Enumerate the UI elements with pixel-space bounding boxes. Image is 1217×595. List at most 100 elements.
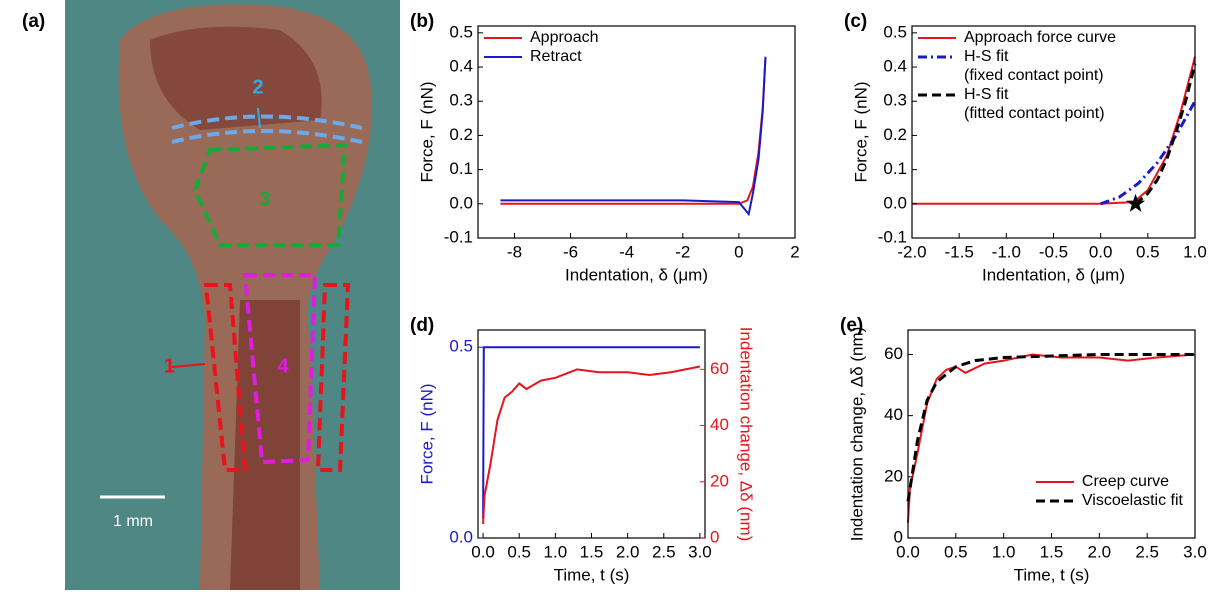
y-tick-label: 0.5: [883, 22, 907, 41]
legend-swatch: [1035, 481, 1074, 483]
x-tick-label: 1.5: [580, 542, 604, 561]
legend-entry: Viscoelastic fit: [1034, 491, 1183, 510]
x-tick-label: -8: [507, 242, 522, 261]
panel-label: (e): [840, 315, 863, 336]
legend-swatch: [918, 55, 956, 59]
y-tick-label: 0.4: [449, 57, 473, 76]
panel-label: (b): [410, 11, 434, 32]
region-2: [171, 114, 363, 144]
region-1: [203, 283, 351, 472]
region-label: 3: [259, 188, 270, 210]
bone-head: [150, 26, 322, 131]
x-tick-label: 3.0: [1183, 542, 1207, 561]
y-tick-label: 0.1: [449, 159, 473, 178]
y2-tick-label: 40: [710, 415, 729, 434]
x-tick-label: 2: [790, 242, 799, 261]
y-tick-label: 0.5: [449, 337, 473, 356]
x-tick-label: 2.0: [1088, 542, 1112, 561]
legend-swatch: [484, 37, 522, 39]
legend-entry: Approach force curve: [916, 28, 1116, 47]
legend-entry: Approach: [482, 28, 599, 47]
y-tick-label: 40: [884, 405, 903, 424]
x-axis-label: Time, t (s): [1014, 565, 1090, 584]
y-axis-label: Force, F (nN): [851, 81, 870, 182]
legend: Approach Retract: [482, 28, 599, 66]
y-tick-label: 0.0: [883, 193, 907, 212]
y-axis-label: Indentation change, Δδ (nm): [847, 327, 866, 542]
legend-swatch: [918, 93, 956, 97]
x-tick-label: -6: [563, 242, 578, 261]
legend-label: Creep curve: [1081, 473, 1170, 490]
legend-label: H-S fit (fitted contact point): [964, 86, 1105, 122]
y-axis-label: Force, F (nN): [417, 81, 436, 182]
y2-axis-label: Indentation change, Δδ (nm): [737, 327, 756, 542]
legend-entry: Creep curve: [1034, 472, 1183, 491]
scale-bar-label: 1 mm: [113, 513, 153, 530]
y-tick-label: -0.1: [444, 227, 473, 246]
x-tick-label: 0.0: [1089, 242, 1113, 261]
x-tick-label: -1.5: [945, 242, 974, 261]
y-tick-label: 0.3: [449, 91, 473, 110]
x-axis-label: Time, t (s): [554, 565, 630, 584]
panel-label: (c): [844, 11, 867, 32]
y-tick-label: 0.0: [449, 527, 473, 546]
legend-entry: H-S fit (fitted contact point): [916, 85, 1116, 123]
y-tick-label: 0.0: [449, 193, 473, 212]
x-tick-label: 0.5: [944, 542, 968, 561]
legend: Approach force curve H-S fit (fixed conta…: [916, 28, 1116, 123]
data-line: [906, 353, 1195, 502]
x-tick-label: 3.0: [688, 542, 712, 561]
y-tick-label: 0.2: [449, 125, 473, 144]
legend-label: Viscoelastic fit: [1081, 492, 1183, 509]
legend-swatch: [484, 56, 522, 58]
x-tick-label: 0.5: [507, 542, 531, 561]
x-tick-label: 1.5: [1040, 542, 1064, 561]
x-tick-label: 2.5: [652, 542, 676, 561]
y-tick-label: 0.3: [883, 91, 907, 110]
y2-tick-label: 0: [710, 527, 719, 546]
legend-swatch: [918, 37, 956, 39]
y-tick-label: 0.5: [449, 22, 473, 41]
y2-tick-label: 60: [710, 359, 729, 378]
plot-frame: [477, 329, 706, 539]
legend: Creep curve Viscoelastic fit: [1034, 472, 1183, 510]
marrow: [230, 300, 300, 590]
x-axis-label: Indentation, δ (μm): [565, 265, 708, 284]
x-tick-label: 0.0: [896, 542, 920, 561]
legend-label: Approach force curve: [964, 29, 1117, 46]
region-label: 4: [277, 355, 289, 377]
x-tick-label: -1.0: [992, 242, 1021, 261]
x-tick-label: 0.0: [471, 542, 495, 561]
x-axis-label: Indentation, δ (μm): [982, 265, 1125, 284]
arrow-1: [171, 363, 206, 368]
photo: (a) 1 2 3 4 1 mm: [22, 0, 400, 590]
region-label: 2: [252, 76, 263, 98]
legend-label: Retract: [530, 48, 582, 65]
x-tick-label: -0.5: [1039, 242, 1068, 261]
y-axis-label: Force, F (nN): [417, 383, 436, 484]
data-line: [482, 365, 701, 524]
region-4: [242, 273, 318, 465]
plot-frame: [477, 25, 796, 239]
y2-tick-label: 20: [710, 471, 729, 490]
x-tick-label: -2.0: [897, 242, 926, 261]
x-tick-label: 0.5: [1136, 242, 1160, 261]
x-tick-label: 1.0: [544, 542, 568, 561]
x-tick-label: 0: [734, 242, 743, 261]
data-line: [500, 56, 767, 205]
data-line: [1134, 63, 1197, 205]
x-tick-label: 1.0: [1183, 242, 1207, 261]
panel-label: (a): [22, 11, 45, 32]
region-label: 1: [164, 355, 175, 377]
y-tick-label: 0.4: [883, 57, 907, 76]
x-tick-label: 1.0: [992, 542, 1016, 561]
region-3: [192, 142, 348, 247]
legend-swatch: [1035, 499, 1074, 503]
legend-entry: H-S fit (fixed contact point): [916, 47, 1116, 85]
x-tick-label: -4: [619, 242, 634, 261]
contact-point: [1126, 193, 1146, 212]
arrow-2: [257, 107, 261, 129]
x-tick-label: 2.5: [1135, 542, 1159, 561]
